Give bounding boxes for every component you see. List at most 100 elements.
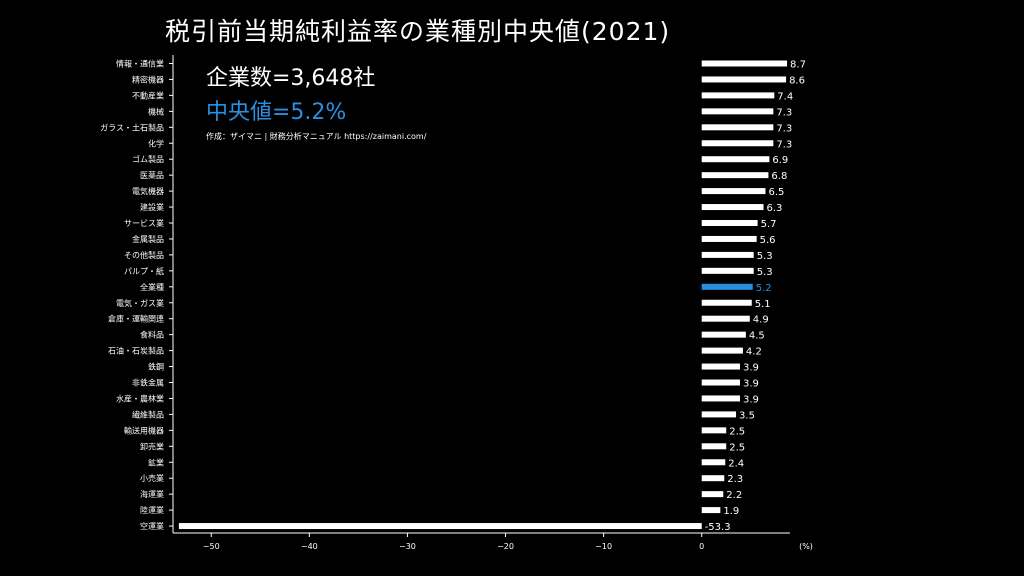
category-label: 金属製品	[132, 234, 164, 244]
bar	[701, 267, 754, 274]
value-label: 5.7	[761, 219, 777, 230]
category-label: パルプ・紙	[124, 266, 164, 276]
bar	[701, 299, 752, 306]
value-label: 5.1	[755, 299, 771, 310]
x-tick-label: 0	[699, 542, 704, 551]
category-label: サービス業	[124, 218, 164, 228]
bar	[178, 523, 702, 530]
x-tick-label: −50	[203, 542, 220, 551]
x-tick-label: −10	[595, 542, 612, 551]
category-label: 鉱業	[148, 457, 164, 467]
x-tick-label: −30	[399, 542, 416, 551]
x-tick-label: −40	[301, 542, 318, 551]
value-label: 8.6	[789, 75, 805, 86]
value-label: 2.2	[726, 490, 742, 501]
value-label: -53.3	[705, 522, 731, 533]
bar	[701, 220, 758, 226]
value-label: 5.6	[760, 235, 776, 246]
credit-text: 作成：ザイマニ | 財務分析マニュアル https://zaimani.com/	[206, 132, 427, 141]
category-label: 鉄鋼	[148, 362, 164, 372]
bar	[701, 204, 764, 211]
bar	[701, 60, 788, 67]
category-label: 輸送用機器	[124, 425, 164, 435]
bar	[701, 283, 753, 290]
value-label: 3.9	[743, 363, 759, 374]
bar	[701, 427, 727, 434]
bar	[701, 92, 775, 99]
chart-title: 税引前当期純利益率の業種別中央値(2021)	[165, 17, 671, 46]
bar	[701, 188, 766, 195]
value-label: 1.9	[723, 506, 739, 517]
bar	[701, 443, 727, 450]
value-label: 5.3	[757, 267, 773, 278]
value-label: 5.2	[756, 283, 772, 294]
category-label: 全業種	[140, 282, 164, 292]
category-label: 空運業	[140, 521, 164, 531]
value-label: 8.7	[790, 60, 806, 71]
value-label: 6.9	[772, 155, 788, 166]
category-label: 医薬品	[140, 170, 164, 180]
bar	[701, 156, 770, 163]
value-label: 7.3	[776, 107, 792, 118]
category-label: 精密機器	[132, 74, 164, 84]
category-label: 情報・通信業	[116, 59, 164, 69]
bar	[701, 347, 743, 354]
value-label: 7.4	[777, 91, 793, 102]
value-label: 2.4	[728, 458, 744, 469]
x-tick-label: −20	[497, 542, 514, 551]
bar	[701, 459, 726, 466]
value-label: 3.5	[739, 410, 755, 421]
bar	[701, 124, 774, 131]
value-label: 3.9	[743, 379, 759, 390]
category-label: 卸売業	[140, 441, 164, 451]
bar	[701, 379, 740, 386]
category-label: 繊維製品	[132, 409, 164, 419]
bar	[701, 76, 787, 83]
category-label: 建設業	[140, 202, 164, 212]
category-label: 倉庫・運輸関連	[108, 314, 164, 324]
category-label: ゴム製品	[132, 154, 164, 164]
value-label: 2.5	[729, 426, 745, 437]
category-label: ガラス・土石製品	[100, 122, 164, 132]
value-label: 2.3	[727, 474, 743, 485]
value-label: 4.2	[746, 347, 762, 358]
bar	[701, 507, 721, 514]
category-label: 石油・石炭製品	[108, 346, 164, 356]
value-label: 7.3	[776, 139, 792, 150]
category-label: 小売業	[140, 473, 164, 483]
value-label: 5.3	[757, 251, 773, 262]
bar	[701, 411, 737, 418]
category-label: 機械	[148, 106, 164, 116]
value-label: 3.9	[743, 394, 759, 405]
category-label: 陸運業	[140, 505, 164, 515]
category-label: 食料品	[140, 330, 164, 340]
value-label: 6.5	[768, 187, 784, 198]
value-label: 4.5	[749, 331, 765, 342]
bar	[701, 235, 757, 242]
value-label: 6.3	[767, 203, 783, 214]
bar	[701, 172, 769, 179]
bar	[701, 140, 774, 147]
value-label: 2.5	[729, 442, 745, 453]
category-label: 非鉄金属	[132, 378, 164, 388]
value-label: 4.9	[753, 315, 769, 326]
category-label: 電気機器	[132, 186, 164, 196]
x-axis-label: (%)	[799, 542, 813, 551]
bar	[701, 363, 740, 370]
category-label: 海運業	[140, 489, 164, 499]
bar	[701, 108, 774, 115]
bar	[701, 331, 746, 338]
bar	[701, 475, 725, 482]
value-label: 6.8	[771, 171, 787, 182]
category-label: 不動産業	[132, 90, 164, 100]
category-label: 水産・農林業	[116, 393, 164, 403]
category-label: 電気・ガス業	[116, 298, 164, 308]
value-label: 7.3	[776, 123, 792, 134]
category-label: 化学	[148, 138, 164, 148]
bar	[701, 491, 724, 498]
bar	[701, 315, 750, 322]
bar	[701, 395, 740, 402]
company-count-label: 企業数=3,648社	[206, 66, 376, 91]
bar	[701, 251, 754, 258]
